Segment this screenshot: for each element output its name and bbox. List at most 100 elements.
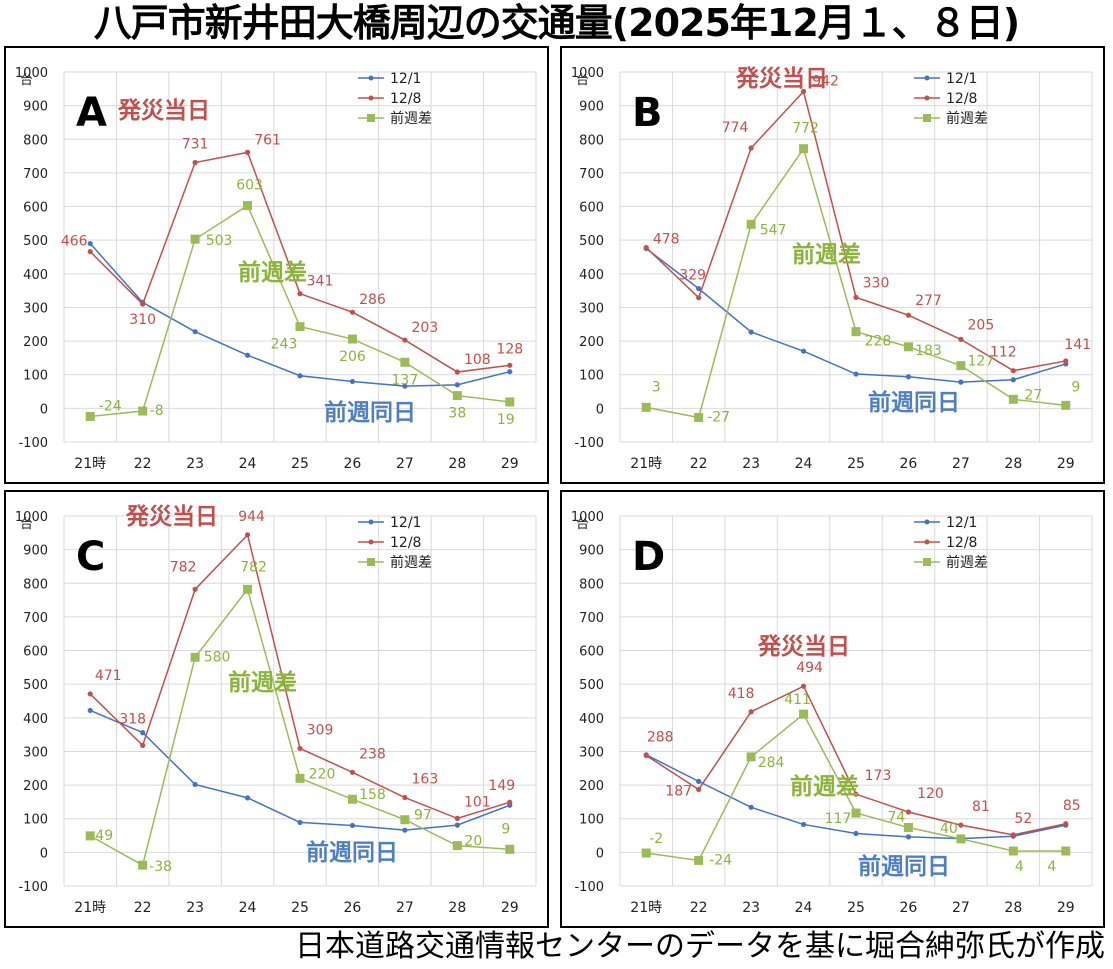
x-tick-label: 29 — [1057, 456, 1075, 472]
y-tick-label: 100 — [579, 813, 604, 828]
data-point — [905, 809, 912, 815]
data-point — [349, 378, 356, 385]
data-point — [190, 234, 200, 244]
y-tick-label: 600 — [23, 645, 48, 660]
legend-label: 前週差 — [390, 554, 432, 571]
y-tick-label: 800 — [579, 577, 604, 592]
data-point — [694, 412, 704, 422]
x-tick-label: 23 — [742, 900, 760, 916]
data-label: 318 — [119, 711, 146, 727]
x-tick-label: 29 — [1057, 900, 1075, 916]
annotation-disaster-day: 発災当日 — [117, 98, 210, 124]
data-label: 944 — [238, 509, 265, 525]
chart-svg-b: 10009008007006005004003002001000-100台21時… — [571, 66, 1093, 472]
data-label: 547 — [760, 222, 787, 238]
data-point — [505, 844, 515, 854]
legend-swatch-marker — [924, 75, 930, 81]
data-label: 478 — [653, 232, 680, 248]
annotation-diff: 前週差 — [238, 259, 307, 286]
data-point — [349, 309, 356, 315]
data-point — [402, 337, 408, 343]
x-tick-label: 23 — [742, 456, 760, 472]
chart-panel-c: 1000 900 800 700 600 500 400 300 200 100 0 -100 台 21時… — [4, 490, 549, 928]
x-tick-label: 29 — [501, 900, 519, 916]
x-tick-label: 26 — [344, 900, 362, 916]
y-tick-label: 0 — [40, 402, 48, 417]
data-label: 205 — [968, 317, 995, 333]
data-point — [800, 88, 807, 95]
data-point — [905, 312, 912, 318]
data-point — [243, 201, 253, 211]
source-note: 日本道路交通情報センターのデータを基に堀合紳弥氏が作成 — [295, 929, 1105, 964]
data-label: 310 — [129, 312, 156, 328]
data-label: 4 — [1015, 859, 1024, 875]
y-tick-label: 700 — [23, 611, 48, 626]
annotation-prev-week: 前週同日 — [324, 399, 416, 426]
x-tick-label: 22 — [690, 456, 708, 472]
data-point — [402, 827, 408, 833]
data-point — [402, 794, 408, 801]
y-unit-label: 台 — [20, 517, 33, 532]
data-point — [297, 819, 303, 826]
data-point — [696, 778, 702, 784]
y-tick-label: 500 — [23, 678, 48, 693]
data-point — [297, 373, 303, 379]
y-tick-label: 700 — [579, 611, 604, 626]
data-point — [87, 691, 93, 697]
data-label: 173 — [865, 768, 892, 784]
data-label: 503 — [206, 233, 233, 249]
y-tick-label: 1000 — [15, 510, 48, 525]
data-point — [347, 334, 357, 344]
x-tick-label: 28 — [448, 456, 466, 472]
legend-swatch-marker — [368, 75, 374, 81]
y-tick-label: 400 — [579, 712, 604, 727]
data-point — [507, 362, 513, 368]
data-point — [452, 391, 462, 401]
data-label: 284 — [758, 755, 785, 771]
legend-label: 前週差 — [390, 110, 432, 127]
data-point — [452, 841, 462, 851]
data-label: 580 — [204, 649, 231, 665]
y-tick-label: 600 — [23, 201, 48, 216]
x-tick-label: 29 — [501, 456, 519, 472]
data-point — [1061, 400, 1071, 410]
data-label: 341 — [307, 274, 334, 290]
data-label: 731 — [182, 136, 209, 152]
data-point — [800, 821, 807, 828]
y-tick-label: 1000 — [15, 66, 48, 81]
data-point — [454, 815, 460, 821]
data-point — [192, 781, 198, 788]
data-label: 243 — [271, 337, 298, 353]
data-point — [297, 745, 303, 752]
data-point — [192, 329, 198, 335]
annotation-diff: 前週差 — [228, 669, 297, 696]
y-unit-label: 台 — [576, 73, 589, 88]
data-label: 183 — [915, 343, 942, 359]
chart-panel-b: 1000 900 800 700 600 500 400 300 200 100 0 -100 台 21時… — [560, 46, 1105, 484]
legend-swatch-marker — [924, 539, 930, 545]
data-point — [85, 411, 95, 421]
y-tick-label: -100 — [18, 436, 48, 451]
data-point — [1008, 846, 1018, 856]
chart-title: 八戸市新井田大橋周辺の交通量(2025年12月１、８日) — [93, 1, 1020, 45]
y-tick-label: 400 — [23, 268, 48, 283]
data-label: 74 — [888, 809, 906, 825]
data-point — [643, 752, 649, 759]
data-point — [748, 804, 754, 810]
annotation-disaster-day: 発災当日 — [125, 504, 218, 530]
data-point — [746, 752, 756, 762]
x-tick-label: 25 — [291, 456, 309, 472]
data-point — [800, 683, 807, 689]
data-point — [295, 322, 305, 332]
data-point — [295, 773, 305, 783]
x-tick-label: 28 — [448, 900, 466, 916]
data-label: 203 — [412, 320, 439, 336]
data-point — [958, 379, 964, 385]
data-point — [748, 145, 754, 151]
data-point — [851, 327, 861, 337]
y-tick-label: 600 — [579, 201, 604, 216]
data-point — [192, 159, 198, 166]
legend-label: 12/8 — [390, 535, 421, 551]
data-point — [244, 795, 251, 801]
data-point — [696, 786, 702, 793]
